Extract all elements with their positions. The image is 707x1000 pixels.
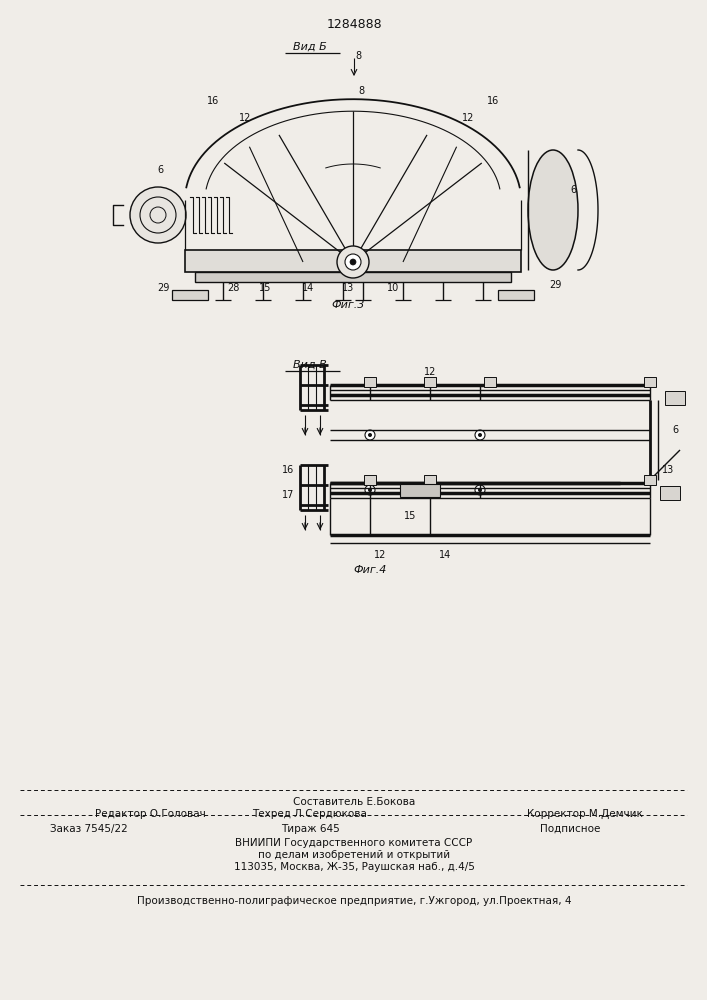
Text: 113035, Москва, Ж-35, Раушская наб., д.4/5: 113035, Москва, Ж-35, Раушская наб., д.4… xyxy=(233,862,474,872)
Bar xyxy=(498,290,534,300)
Bar xyxy=(644,475,656,485)
Circle shape xyxy=(345,254,361,270)
Bar xyxy=(665,391,685,405)
Text: 13: 13 xyxy=(662,465,674,475)
Text: 29: 29 xyxy=(157,283,169,293)
Bar xyxy=(400,484,440,497)
Circle shape xyxy=(478,433,482,437)
Bar xyxy=(644,377,656,387)
Text: 12: 12 xyxy=(423,367,436,377)
Text: 17: 17 xyxy=(282,490,294,500)
Circle shape xyxy=(350,259,356,265)
Bar xyxy=(172,290,208,300)
Text: Подписное: Подписное xyxy=(540,824,600,834)
Ellipse shape xyxy=(528,150,578,270)
Text: Вид В: Вид В xyxy=(293,360,327,370)
Text: 16: 16 xyxy=(207,96,219,106)
Circle shape xyxy=(130,187,186,243)
Text: 6: 6 xyxy=(157,165,163,175)
Bar xyxy=(364,377,376,387)
Text: Заказ 7545/22: Заказ 7545/22 xyxy=(50,824,128,834)
Text: Составитель Е.Бокова: Составитель Е.Бокова xyxy=(293,797,415,807)
Circle shape xyxy=(365,485,375,495)
Circle shape xyxy=(365,430,375,440)
Text: Техред Л.Сердюкова: Техред Л.Сердюкова xyxy=(252,809,368,819)
Text: 12: 12 xyxy=(462,113,474,123)
Text: ВНИИПИ Государственного комитета СССР: ВНИИПИ Государственного комитета СССР xyxy=(235,838,472,848)
Circle shape xyxy=(475,430,485,440)
Circle shape xyxy=(368,433,372,437)
Bar xyxy=(424,475,436,485)
Circle shape xyxy=(478,488,482,492)
Text: 6: 6 xyxy=(672,425,678,435)
Text: 8: 8 xyxy=(355,51,361,61)
Bar xyxy=(484,377,496,387)
Text: по делам изобретений и открытий: по делам изобретений и открытий xyxy=(258,850,450,860)
Bar xyxy=(660,486,680,500)
Text: 1284888: 1284888 xyxy=(326,18,382,31)
Text: 14: 14 xyxy=(439,550,451,560)
Bar xyxy=(364,475,376,485)
Text: Корректор М.Демчик: Корректор М.Демчик xyxy=(527,809,643,819)
Text: 29: 29 xyxy=(549,280,561,290)
Text: Редактор О.Головач: Редактор О.Головач xyxy=(95,809,206,819)
Circle shape xyxy=(368,488,372,492)
Text: 10: 10 xyxy=(387,283,399,293)
Text: Фиг.3: Фиг.3 xyxy=(332,300,365,310)
Text: Тираж 645: Тираж 645 xyxy=(281,824,339,834)
Text: Фиг.4: Фиг.4 xyxy=(354,565,387,575)
Text: Вид Б: Вид Б xyxy=(293,42,327,52)
Text: 13: 13 xyxy=(342,283,354,293)
Circle shape xyxy=(337,246,369,278)
Text: 28: 28 xyxy=(227,283,239,293)
Text: Производственно-полиграфическое предприятие, г.Ужгород, ул.Проектная, 4: Производственно-полиграфическое предприя… xyxy=(136,896,571,906)
Bar xyxy=(195,272,511,282)
Text: 15: 15 xyxy=(404,511,416,521)
Text: 12: 12 xyxy=(239,113,251,123)
Text: 12: 12 xyxy=(374,550,386,560)
Text: 14: 14 xyxy=(302,283,314,293)
Circle shape xyxy=(475,485,485,495)
Text: 8: 8 xyxy=(358,86,364,96)
Text: 16: 16 xyxy=(282,465,294,475)
Bar xyxy=(185,250,521,272)
Text: 6: 6 xyxy=(570,185,576,195)
Bar xyxy=(424,377,436,387)
Text: 15: 15 xyxy=(259,283,271,293)
Text: 16: 16 xyxy=(487,96,499,106)
